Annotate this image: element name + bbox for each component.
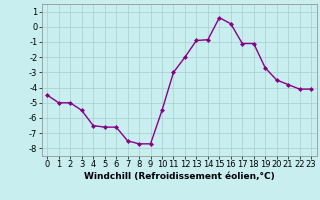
X-axis label: Windchill (Refroidissement éolien,°C): Windchill (Refroidissement éolien,°C) <box>84 172 275 181</box>
